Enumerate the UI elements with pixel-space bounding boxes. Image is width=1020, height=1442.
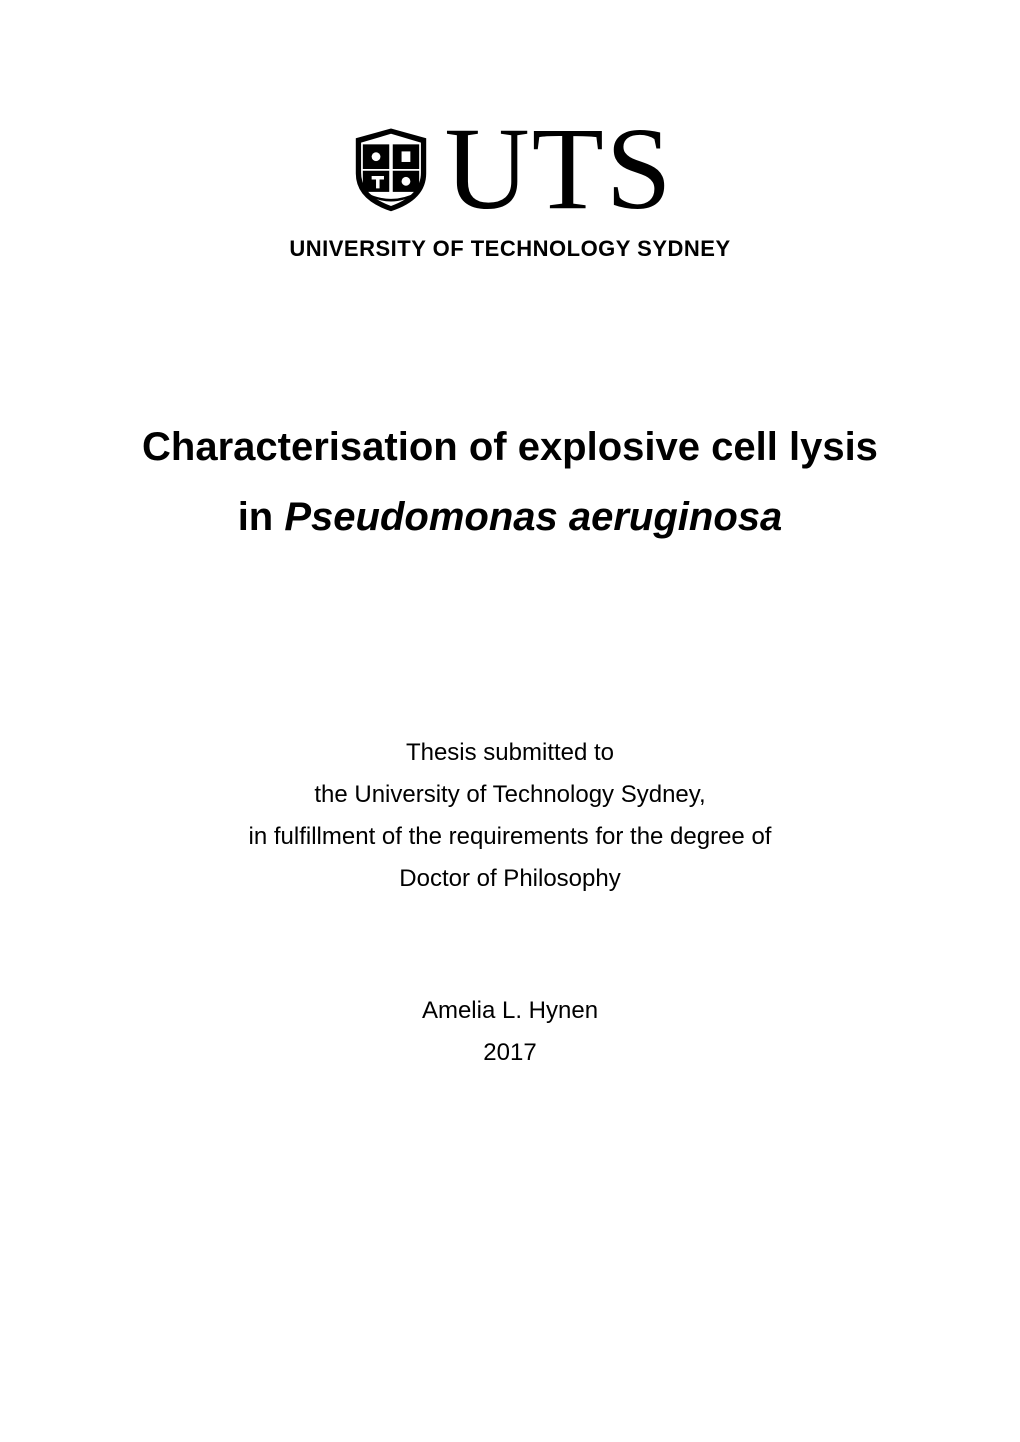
thesis-title: Characterisation of explosive cell lysis… [142,412,878,552]
submission-line-4: Doctor of Philosophy [249,858,772,900]
thesis-title-line-2: in Pseudomonas aeruginosa [142,482,878,552]
uts-crest-icon [347,125,435,213]
submission-statement: Thesis submitted to the University of Te… [249,732,772,900]
author-block: Amelia L. Hynen 2017 [422,990,598,1074]
submission-line-2: the University of Technology Sydney, [249,774,772,816]
uts-logo-row: UTS [347,110,674,228]
thesis-title-page: UTS UNIVERSITY OF TECHNOLOGY SYDNEY Char… [0,0,1020,1442]
thesis-title-line-2-species: Pseudomonas aeruginosa [284,495,782,539]
uts-logo-subtitle: UNIVERSITY OF TECHNOLOGY SYDNEY [289,236,730,262]
uts-logo-block: UTS UNIVERSITY OF TECHNOLOGY SYDNEY [289,110,730,262]
uts-logo-letters: UTS [445,110,674,228]
submission-line-3: in fulfillment of the requirements for t… [249,816,772,858]
author-name: Amelia L. Hynen [422,990,598,1032]
thesis-title-line-1: Characterisation of explosive cell lysis [142,412,878,482]
submission-line-1: Thesis submitted to [249,732,772,774]
thesis-title-line-2-prefix: in [238,495,285,539]
thesis-year: 2017 [422,1032,598,1074]
